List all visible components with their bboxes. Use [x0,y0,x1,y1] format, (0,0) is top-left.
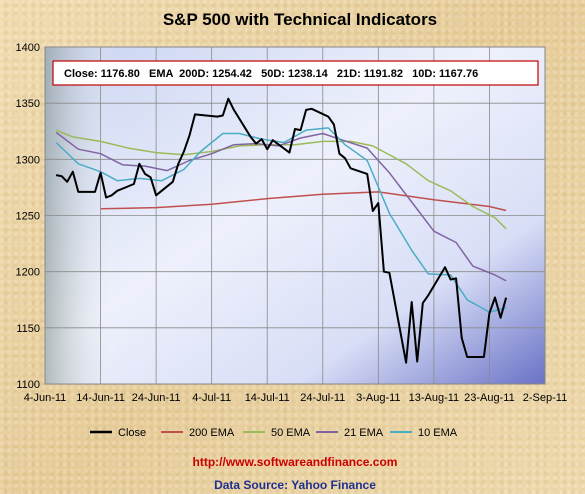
legend: Close 200 EMA 50 EMA 21 EMA 10 EMA [90,427,458,439]
series-lines [55,97,508,364]
y-axis: 1100 1150 1200 1250 1300 1350 1400 [16,42,40,391]
x-tick-label: 13-Aug-11 [409,392,460,404]
y-tick-label: 1100 [16,379,40,391]
series-line-close [55,97,508,364]
x-tick-label: 4-Jul-11 [192,392,231,404]
x-tick-label: 3-Aug-11 [356,392,400,404]
chart-title: S&P 500 with Technical Indicators [163,10,437,29]
y-tick-label: 1350 [16,98,40,110]
legend-label: 21 EMA [344,427,384,439]
x-axis: 4-Jun-11 14-Jun-11 24-Jun-11 4-Jul-11 14-Jul… [24,392,568,404]
x-tick-label: 14-Jul-11 [245,392,290,404]
footer-source: Data Source: Yahoo Finance [214,478,376,492]
summary-box [52,60,539,86]
footer-url[interactable]: http://www.softwareandfinance.com [193,455,398,469]
summary-box-text: Close: 1176.80 EMA 200D: 1254.42 50D: 12… [64,68,478,80]
series-line-21-ema [55,131,507,282]
x-tick-label: 24-Jun-11 [132,392,181,404]
x-tick-label: 4-Jun-11 [24,392,67,404]
y-tick-label: 1150 [16,323,40,335]
legend-label: 10 EMA [418,427,458,439]
legend-label: 200 EMA [189,427,235,439]
x-tick-label: 24-Jul-11 [300,392,345,404]
x-tick-label: 2-Sep-11 [523,392,567,404]
x-tick-label: 14-Jun-11 [76,392,125,404]
series-line-10-ema [55,127,507,313]
legend-label: 50 EMA [271,427,311,439]
y-tick-label: 1250 [16,211,40,223]
y-tick-label: 1400 [16,42,40,54]
y-tick-label: 1200 [16,267,40,279]
series-line-50-ema [55,129,507,230]
x-tick-label: 23-Aug-11 [464,392,515,404]
y-tick-label: 1300 [16,154,40,166]
legend-label: Close [118,427,146,439]
